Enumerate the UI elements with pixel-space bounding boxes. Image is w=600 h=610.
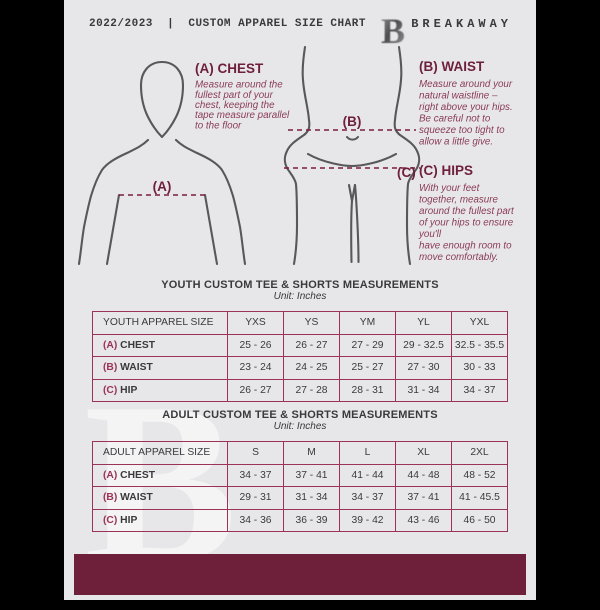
svg-text:Be careful not to: Be careful not to	[419, 114, 491, 125]
svg-text:(C): (C)	[397, 165, 416, 180]
svg-text:of your hips to ensure: of your hips to ensure	[419, 218, 514, 229]
svg-text:(B) WAIST: (B) WAIST	[419, 59, 485, 74]
svg-text:have enough room to: have enough room to	[419, 241, 512, 252]
svg-text:(A): (A)	[153, 179, 172, 194]
svg-text:move comfortably.: move comfortably.	[419, 252, 498, 263]
svg-text:(B): (B)	[343, 114, 362, 129]
svg-text:squeeze too tight to: squeeze too tight to	[419, 125, 505, 136]
svg-text:together, measure: together, measure	[419, 195, 499, 206]
svg-text:allow a little give.: allow a little give.	[419, 137, 493, 148]
svg-text:around the fullest part: around the fullest part	[419, 206, 515, 217]
svg-text:With your feet: With your feet	[419, 183, 481, 194]
svg-text:natural waistline –: natural waistline –	[419, 91, 498, 102]
svg-text:(C) HIPS: (C) HIPS	[419, 163, 473, 178]
svg-text:to the floor: to the floor	[195, 120, 242, 131]
svg-text:right above your hips.: right above your hips.	[419, 102, 513, 113]
svg-text:(A) CHEST: (A) CHEST	[195, 61, 264, 76]
svg-text:you'll: you'll	[418, 229, 442, 240]
svg-text:Measure around your: Measure around your	[419, 79, 513, 90]
